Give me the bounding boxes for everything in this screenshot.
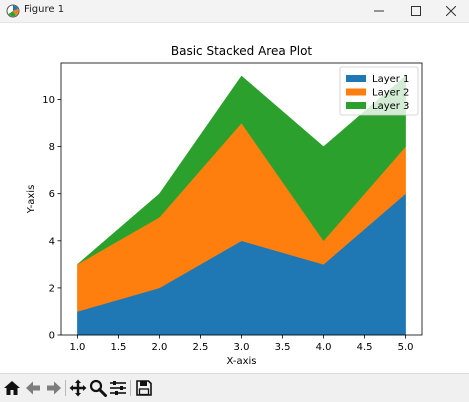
close-button[interactable] — [433, 0, 469, 22]
matplotlib-icon — [6, 4, 20, 18]
navigation-toolbar — [0, 373, 469, 402]
legend-label: Layer 1 — [372, 74, 409, 85]
x-tick-label: 3.0 — [234, 342, 250, 353]
zoom-icon — [89, 379, 107, 397]
x-tick-label: 2.5 — [193, 342, 209, 353]
x-tick-label: 3.5 — [275, 342, 291, 353]
y-tick-label: 0 — [49, 331, 55, 342]
y-tick-label: 8 — [49, 142, 55, 153]
legend-swatch — [346, 102, 366, 109]
pan-button[interactable] — [68, 378, 88, 398]
y-axis-label: Y-axis — [26, 185, 37, 215]
configure-subplots-icon — [110, 381, 126, 395]
stacked-area-chart: 1.0 1.5 2.0 2.5 3.0 3.5 4.0 4.5 5.0 0 2 4 6 8 10 Basi… — [26, 44, 423, 367]
x-tick-label: 1.5 — [110, 342, 126, 353]
back-button[interactable] — [23, 378, 43, 398]
y-tick-label: 4 — [49, 236, 55, 247]
area-layers — [77, 75, 406, 336]
chart-title: Basic Stacked Area Plot — [171, 44, 313, 58]
legend-swatch — [346, 88, 366, 96]
legend: Layer 1 Layer 2 Layer 3 — [339, 66, 419, 116]
toolbar-separator — [130, 380, 131, 396]
forward-button[interactable] — [44, 378, 64, 398]
y-tick-label: 10 — [42, 95, 55, 106]
figure-canvas[interactable]: 1.0 1.5 2.0 2.5 3.0 3.5 4.0 4.5 5.0 0 2 4 6 8 10 Basi… — [0, 23, 469, 373]
back-icon — [26, 381, 40, 395]
x-ticks: 1.0 1.5 2.0 2.5 3.0 3.5 4.0 4.5 5.0 — [69, 335, 414, 353]
forward-icon — [47, 381, 61, 395]
configure-subplots-button[interactable] — [108, 378, 128, 398]
window-title: Figure 1 — [24, 4, 65, 15]
save-button[interactable] — [134, 378, 154, 398]
home-icon — [4, 381, 20, 395]
legend-swatch — [346, 75, 366, 82]
minimize-icon — [374, 10, 384, 12]
zoom-button[interactable] — [88, 378, 108, 398]
save-icon — [136, 380, 152, 396]
y-tick-label: 6 — [49, 189, 55, 200]
pan-icon — [69, 379, 87, 397]
y-tick-label: 2 — [49, 283, 55, 294]
home-button[interactable] — [2, 378, 22, 398]
maximize-button[interactable] — [398, 0, 434, 22]
x-axis-label: X-axis — [227, 356, 257, 367]
y-ticks: 0 2 4 6 8 10 — [42, 95, 61, 342]
legend-label: Layer 2 — [372, 88, 409, 99]
legend-label: Layer 3 — [372, 101, 409, 112]
x-tick-label: 4.5 — [357, 342, 373, 353]
x-tick-label: 5.0 — [398, 342, 414, 353]
x-tick-label: 1.0 — [69, 342, 85, 353]
close-icon — [446, 6, 456, 16]
toolbar-separator — [65, 380, 66, 396]
minimize-button[interactable] — [361, 0, 397, 22]
x-tick-label: 4.0 — [316, 342, 332, 353]
window-titlebar: Figure 1 — [0, 0, 469, 23]
maximize-icon — [411, 6, 421, 16]
x-tick-label: 2.0 — [152, 342, 168, 353]
